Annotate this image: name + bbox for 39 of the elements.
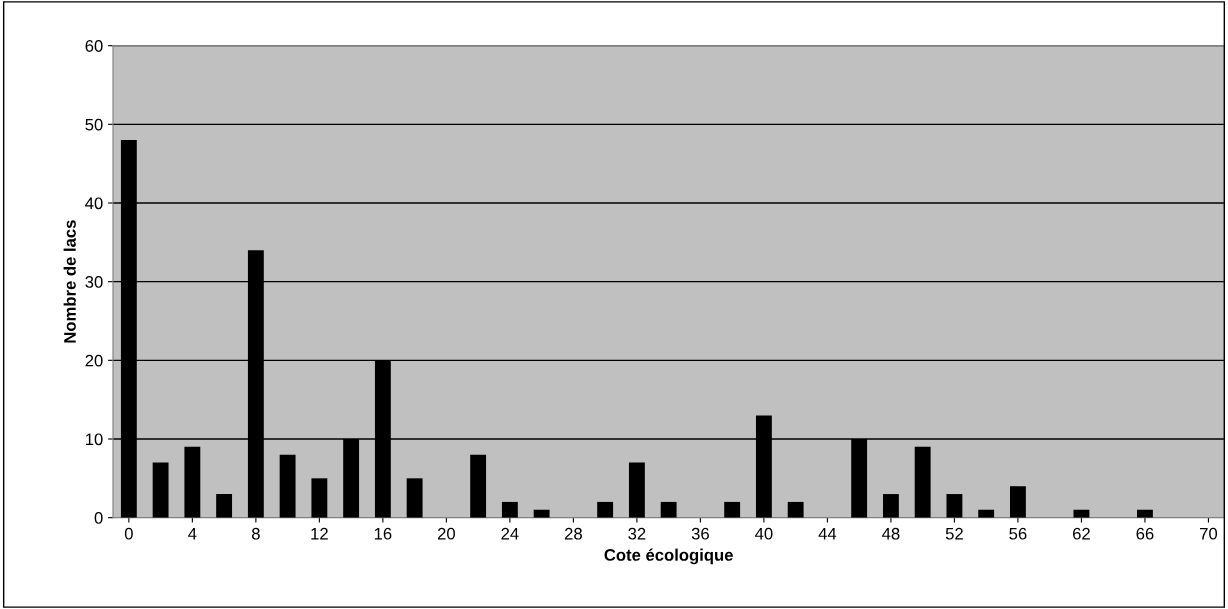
x-tick-label: 66 <box>1136 527 1154 540</box>
bar <box>152 462 169 518</box>
bar <box>787 501 804 518</box>
x-tick-label: 32 <box>628 527 646 540</box>
x-tick-label: 48 <box>882 527 900 540</box>
x-tick-label: 12 <box>311 527 328 540</box>
bar <box>279 454 296 518</box>
x-tick-label: 36 <box>691 527 709 540</box>
y-tick-label: 0 <box>94 512 103 524</box>
x-tick-label: 44 <box>818 527 837 540</box>
x-tick-label: 70 <box>1200 527 1218 540</box>
y-tick-label: 40 <box>85 197 103 210</box>
bar <box>406 478 423 518</box>
bar <box>533 509 550 518</box>
bar <box>660 501 677 518</box>
x-axis-title: Cote écologique <box>604 548 733 565</box>
x-tick-label: 56 <box>1009 527 1027 540</box>
bar <box>914 446 931 518</box>
y-tick-label: 10 <box>85 433 103 446</box>
y-tick-label: 50 <box>85 118 103 131</box>
x-tick-label: 28 <box>564 527 582 540</box>
bar <box>978 509 995 518</box>
bar <box>724 501 741 518</box>
bar <box>470 454 487 518</box>
x-tick-label: 0 <box>124 527 133 540</box>
x-tick-label: 40 <box>755 527 773 540</box>
y-tick-label: 30 <box>85 276 103 288</box>
x-tick-label: 20 <box>437 527 455 540</box>
y-tick-label: 60 <box>85 40 103 52</box>
x-tick-label: 62 <box>1073 527 1090 540</box>
x-tick-label: 52 <box>945 527 963 540</box>
x-tick-label: 16 <box>374 527 392 540</box>
bar <box>597 501 614 518</box>
x-tick-label: 4 <box>188 527 197 540</box>
x-tick-label: 8 <box>251 527 260 540</box>
y-axis-title: Nombre de lacs <box>63 220 76 343</box>
y-tick-label: 20 <box>85 354 103 367</box>
bar <box>216 494 233 518</box>
x-tick-label: 24 <box>501 527 519 540</box>
